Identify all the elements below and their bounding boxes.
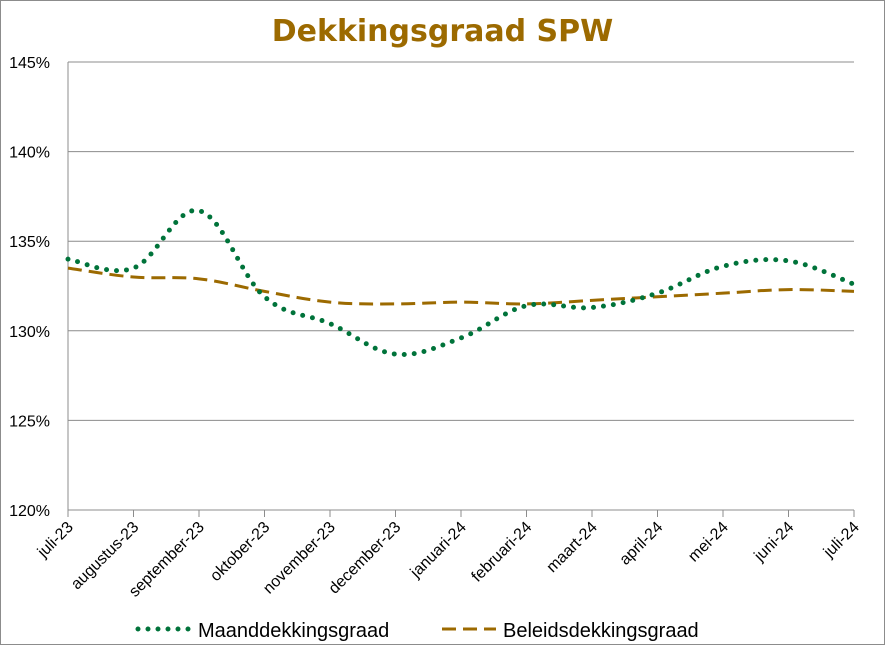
y-tick-label: 145% xyxy=(9,55,50,72)
chart-title: Dekkingsgraad SPW xyxy=(271,14,614,49)
y-tick-label: 120% xyxy=(9,503,50,520)
grid-lines xyxy=(68,61,854,421)
y-tick-label: 125% xyxy=(9,413,50,430)
x-tick-label: april-24 xyxy=(617,519,667,569)
x-tick-label: oktober-23 xyxy=(207,519,273,585)
series-lines xyxy=(65,208,857,358)
legend-label: Maanddekkingsgraad xyxy=(198,620,389,642)
x-tick-label: juli-24 xyxy=(820,519,863,562)
x-tick-label: maart-24 xyxy=(544,519,601,576)
series-line-beleidsdekkingsgraad xyxy=(67,266,855,306)
x-tick-label: januari-24 xyxy=(407,519,470,582)
x-tick-label: juni-24 xyxy=(751,519,798,566)
y-tick-label: 140% xyxy=(9,145,50,162)
x-tick-label: augustus-23 xyxy=(68,519,142,593)
x-tick-label: juli-23 xyxy=(34,519,77,562)
x-tick-label: mei-24 xyxy=(685,519,732,566)
y-axis-tick-labels: 120% 125% 130% 135% 140% 145% xyxy=(9,55,50,520)
legend-label: Beleidsdekkingsgraad xyxy=(503,620,699,642)
x-tick-label: februari-24 xyxy=(469,519,536,586)
y-tick-label: 130% xyxy=(9,324,50,341)
y-tick-label: 135% xyxy=(9,234,50,251)
legend: Maanddekkingsgraad Beleidsdekkingsgraad xyxy=(135,620,699,642)
axes xyxy=(67,62,855,517)
series-line-maanddekkingsgraad xyxy=(65,208,857,358)
